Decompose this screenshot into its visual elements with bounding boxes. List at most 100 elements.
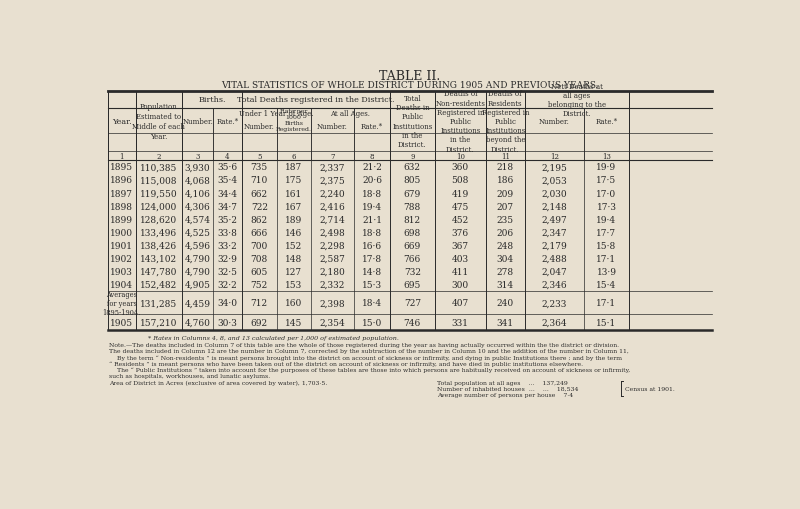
Text: 110,385: 110,385 [140,163,178,172]
Text: 669: 669 [404,241,421,250]
Text: 4,905: 4,905 [185,280,210,290]
Text: 19·9: 19·9 [597,163,617,172]
Text: 138,426: 138,426 [140,241,178,250]
Text: 679: 679 [404,189,421,198]
Text: Rate.*: Rate.* [361,123,383,131]
Text: 17·5: 17·5 [596,176,617,185]
Text: * Rates in Columns 4, 8, and 13 calculated per 1,000 of estimated population.: * Rates in Columns 4, 8, and 13 calculat… [148,335,399,341]
Text: Average number of persons per house    7·4: Average number of persons per house 7·4 [437,392,574,398]
Text: 187: 187 [285,163,302,172]
Text: 161: 161 [285,189,302,198]
Text: 32·2: 32·2 [218,280,238,290]
Text: Number.: Number. [317,123,348,131]
Text: 692: 692 [250,318,268,327]
Text: 812: 812 [404,215,421,224]
Text: 727: 727 [404,299,421,307]
Text: 4: 4 [226,152,230,160]
Text: 475: 475 [452,202,469,211]
Text: 1904: 1904 [110,280,133,290]
Text: 206: 206 [497,229,514,237]
Text: 4,306: 4,306 [185,202,210,211]
Text: 2,233: 2,233 [542,299,567,307]
Text: 15·4: 15·4 [596,280,617,290]
Text: 6: 6 [291,152,296,160]
Text: 732: 732 [404,268,421,276]
Text: 21·2: 21·2 [362,163,382,172]
Text: 766: 766 [404,254,421,264]
Text: 314: 314 [497,280,514,290]
Text: Total
Deaths in
Public
Institutions
in the
District.: Total Deaths in Public Institutions in t… [392,95,433,149]
Text: 695: 695 [404,280,421,290]
Text: 209: 209 [497,189,514,198]
Text: At all Ages.: At all Ages. [330,110,370,118]
Text: 2,053: 2,053 [542,176,567,185]
Text: such as hospitals, workhouses, and lunatic asylums.: such as hospitals, workhouses, and lunat… [110,373,270,378]
Text: 145: 145 [285,318,302,327]
Text: 341: 341 [497,318,514,327]
Text: 218: 218 [497,163,514,172]
Text: Number.: Number. [539,118,570,125]
Text: 152: 152 [285,241,302,250]
Text: 143,102: 143,102 [140,254,178,264]
Text: 17·8: 17·8 [362,254,382,264]
Text: 12: 12 [550,152,559,160]
Text: 248: 248 [497,241,514,250]
Text: 2,498: 2,498 [320,229,346,237]
Text: 2,240: 2,240 [320,189,346,198]
Text: 19·4: 19·4 [362,202,382,211]
Text: 752: 752 [250,280,268,290]
Text: 32·9: 32·9 [218,254,238,264]
Text: 2,714: 2,714 [320,215,346,224]
Text: 632: 632 [404,163,421,172]
Text: Year.: Year. [112,118,131,126]
Text: 19·4: 19·4 [597,215,617,224]
Text: 16·6: 16·6 [362,241,382,250]
Text: 2,375: 2,375 [320,176,346,185]
Text: 4,459: 4,459 [185,299,210,307]
Text: 2: 2 [157,152,161,160]
Text: 5: 5 [257,152,262,160]
Text: 331: 331 [452,318,469,327]
Text: 17·1: 17·1 [597,254,617,264]
Text: 1899: 1899 [110,215,133,224]
Text: 2,298: 2,298 [320,241,346,250]
Text: 189: 189 [285,215,302,224]
Text: Deaths of
Non-residents
Registered in
Public
Institutions
in the
District.: Deaths of Non-residents Registered in Pu… [435,90,486,153]
Text: 240: 240 [497,299,514,307]
Text: 360: 360 [452,163,469,172]
Text: 2,354: 2,354 [320,318,346,327]
Text: 34·0: 34·0 [218,299,238,307]
Text: 160: 160 [285,299,302,307]
Text: 4,790: 4,790 [185,254,210,264]
Text: 9: 9 [410,152,414,160]
Text: 20·6: 20·6 [362,176,382,185]
Text: 698: 698 [404,229,421,237]
Text: 8: 8 [370,152,374,160]
Text: Total population at all ages    ...    137,249: Total population at all ages ... 137,249 [437,380,568,385]
Text: 186: 186 [497,176,514,185]
Text: 1903: 1903 [110,268,133,276]
Text: 2,148: 2,148 [542,202,567,211]
Text: 15·3: 15·3 [362,280,382,290]
Text: Rate.*: Rate.* [595,118,618,125]
Text: 34·4: 34·4 [218,189,238,198]
Text: 4,760: 4,760 [185,318,210,327]
Text: Under 1 Year of Age.: Under 1 Year of Age. [239,110,314,118]
Text: Rate.*: Rate.* [217,118,238,125]
Text: 115,008: 115,008 [140,176,178,185]
Text: 2,347: 2,347 [542,229,567,237]
Text: 2,047: 2,047 [542,268,567,276]
Text: Population
Estimated to
Middle of each
Year.: Population Estimated to Middle of each Y… [133,103,186,140]
Text: 4,068: 4,068 [185,176,210,185]
Text: TABLE II.: TABLE II. [379,70,441,83]
Text: 300: 300 [452,280,469,290]
Text: 2,030: 2,030 [542,189,567,198]
Text: 722: 722 [250,202,268,211]
Text: 35·4: 35·4 [218,176,238,185]
Text: 18·8: 18·8 [362,189,382,198]
Text: 862: 862 [250,215,268,224]
Text: 2,195: 2,195 [542,163,567,172]
Text: 15·0: 15·0 [362,318,382,327]
Text: 18·4: 18·4 [362,299,382,307]
Text: 127: 127 [285,268,302,276]
